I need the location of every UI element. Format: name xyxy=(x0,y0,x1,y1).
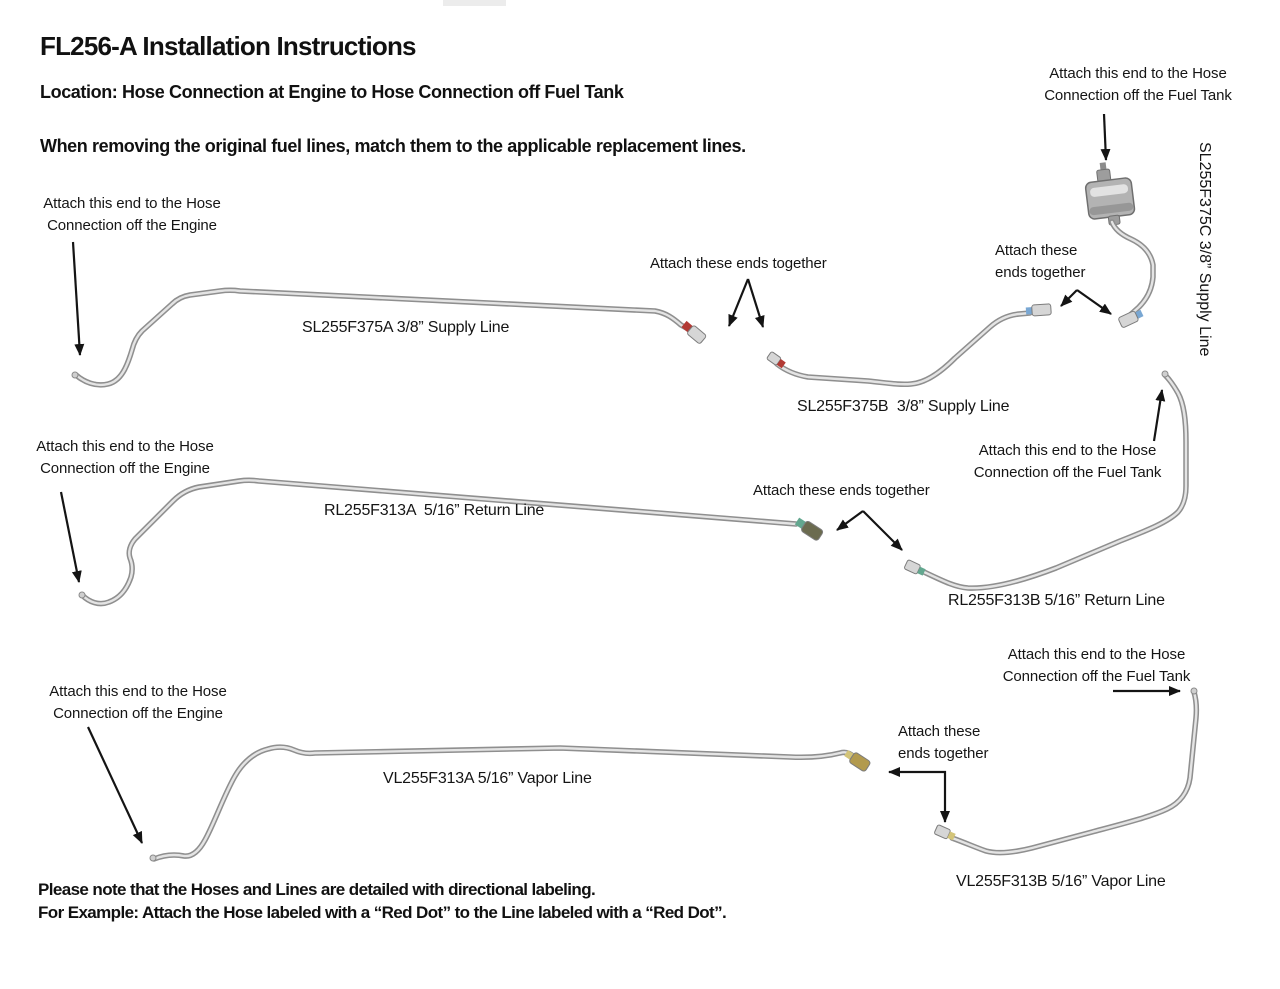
callout-tank-return: Attach this end to the Hose Connection o… xyxy=(973,442,1162,481)
label-supply-line-b: SL255F375B 3/8” Supply Line xyxy=(797,398,1010,415)
vapor-line-a-tube xyxy=(149,744,857,862)
arrow-together-return-left xyxy=(836,510,864,531)
label-vapor-line-a: VL255F313A 5/16” Vapor Line xyxy=(383,770,592,787)
callout-engine-vapor: Attach this end to the Hose Connection o… xyxy=(49,683,227,722)
fuel-filter xyxy=(1084,162,1136,226)
arrow-engine-return xyxy=(59,491,82,583)
callout-together-vapor: Attach these ends together xyxy=(898,723,989,762)
arrow-together-supply-right-right xyxy=(1076,289,1112,315)
callout-together-supply-mid: Attach these ends together xyxy=(650,255,827,272)
supply-a-engine-end xyxy=(71,371,79,379)
connector-supply-b-red xyxy=(766,351,786,369)
arrow-engine-vapor xyxy=(87,726,143,844)
label-supply-line-c-vertical: SL255F375C 3/8” Supply Line xyxy=(1196,142,1213,357)
vapor-line-b-tube xyxy=(949,687,1200,856)
label-return-line-a: RL255F313A 5/16” Return Line xyxy=(324,502,545,519)
callout-together-supply-right: Attach these ends together xyxy=(995,242,1086,281)
return-line-b-tube xyxy=(921,370,1189,591)
connector-vapor-a-yellow xyxy=(844,750,871,772)
connector-supply-b-blue xyxy=(1025,303,1052,317)
arrow-tank-supply xyxy=(1100,113,1111,161)
callout-together-return: Attach these ends together xyxy=(753,482,930,499)
connector-supply-a-red xyxy=(681,320,707,344)
return-line-a-tube xyxy=(78,477,799,607)
page-title: FL256-A Installation Instructions xyxy=(40,31,416,61)
arrow-together-supply-mid-left xyxy=(727,278,750,327)
arrow-together-return-right xyxy=(862,510,903,551)
connector-vapor-b-yellow xyxy=(934,824,956,841)
callout-tank-supply: Attach this end to the Hose Connection o… xyxy=(1044,65,1232,104)
callout-engine-return: Attach this end to the Hose Connection o… xyxy=(36,438,214,477)
supply-line-a-tube xyxy=(71,287,693,388)
vapor-b-tank-end xyxy=(1190,687,1198,695)
return-a-engine-end xyxy=(78,591,86,599)
label-return-line-b: RL255F313B 5/16” Return Line xyxy=(948,592,1165,609)
vapor-a-engine-end xyxy=(149,854,157,862)
footer-note-line2: For Example: Attach the Hose labeled wit… xyxy=(38,903,727,922)
supply-line-b-tube xyxy=(774,310,1033,387)
arrow-together-supply-mid-right xyxy=(746,278,765,328)
removal-instruction: When removing the original fuel lines, m… xyxy=(40,136,746,156)
arrow-together-supply-right-left xyxy=(1060,289,1078,307)
supply-line-c-tube xyxy=(1109,219,1156,319)
connector-return-a-green xyxy=(794,517,824,541)
footer-note-line1: Please note that the Hoses and Lines are… xyxy=(38,880,596,899)
arrow-tank-return xyxy=(1152,389,1166,442)
location-line: Location: Hose Connection at Engine to H… xyxy=(40,82,624,102)
callout-tank-vapor: Attach this end to the Hose Connection o… xyxy=(1002,646,1191,685)
label-supply-line-a: SL255F375A 3/8” Supply Line xyxy=(302,319,510,336)
connector-return-b-green xyxy=(904,559,926,576)
arrow-engine-supply xyxy=(71,241,85,356)
arrow-together-vapor xyxy=(888,767,950,823)
label-vapor-line-b: VL255F313B 5/16” Vapor Line xyxy=(956,873,1166,890)
connector-supply-c-blue xyxy=(1118,309,1144,328)
callout-engine-supply: Attach this end to the Hose Connection o… xyxy=(43,195,221,234)
return-b-tank-end xyxy=(1161,370,1169,378)
cropped-top-bar xyxy=(443,0,506,6)
